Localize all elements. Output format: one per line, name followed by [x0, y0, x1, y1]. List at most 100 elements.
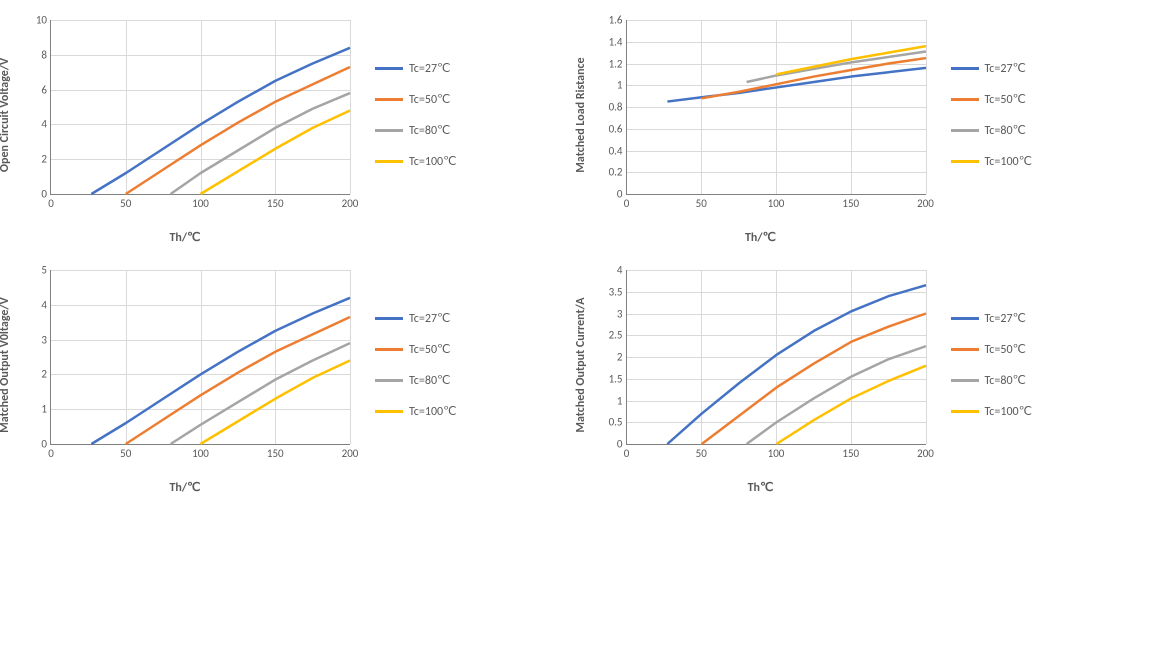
tick-x: 100	[768, 444, 785, 460]
series-line	[171, 93, 350, 194]
tick-y: 5	[41, 264, 51, 277]
legend-line-icon	[375, 348, 403, 351]
tick-x: 0	[624, 444, 630, 460]
plot-area: 0246810050100150200	[50, 20, 350, 195]
gridline-v	[350, 20, 351, 194]
legend-item: Tc=100℃	[951, 154, 1033, 169]
legend-line-icon	[951, 410, 979, 413]
chart-lines	[627, 270, 926, 444]
legend: Tc=27℃ Tc=50℃ Tc=80℃ Tc=100℃	[375, 61, 457, 169]
legend-item: Tc=50℃	[951, 92, 1033, 107]
legend-label: Tc=100℃	[985, 154, 1033, 169]
tick-y: 3.5	[609, 285, 627, 298]
legend-label: Tc=100℃	[985, 404, 1033, 419]
tick-x: 0	[48, 194, 54, 210]
tick-y: 2.5	[609, 329, 627, 342]
legend-label: Tc=27℃	[985, 61, 1027, 76]
tick-x: 100	[192, 194, 209, 210]
legend: Tc=27℃ Tc=50℃ Tc=80℃ Tc=100℃	[951, 61, 1033, 169]
legend-label: Tc=50℃	[985, 92, 1027, 107]
legend-label: Tc=50℃	[409, 92, 451, 107]
legend-item: Tc=100℃	[375, 154, 457, 169]
legend-line-icon	[951, 379, 979, 382]
tick-y: 2	[617, 351, 627, 364]
chart-lines	[51, 20, 350, 194]
tick-y: 1.5	[609, 372, 627, 385]
legend-line-icon	[375, 67, 403, 70]
legend-line-icon	[951, 348, 979, 351]
tick-y: 1.2	[609, 57, 627, 70]
tick-x: 50	[120, 194, 131, 210]
legend-line-icon	[375, 160, 403, 163]
legend-label: Tc=100℃	[409, 404, 457, 419]
tick-x: 100	[192, 444, 209, 460]
legend-label: Tc=27℃	[985, 311, 1027, 326]
tick-y: 1.4	[609, 35, 627, 48]
tick-x: 150	[842, 194, 859, 210]
tick-y: 1	[617, 394, 627, 407]
tick-x: 150	[267, 444, 284, 460]
tick-x: 200	[917, 194, 934, 210]
series-line	[667, 285, 926, 444]
chart-container: Matched Load RistanceTh/℃00.20.40.60.811…	[591, 15, 931, 215]
tick-x: 200	[917, 444, 934, 460]
legend-label: Tc=80℃	[409, 373, 451, 388]
tick-y: 0.6	[609, 122, 627, 135]
y-axis-label: Open Circuit Voltage/V	[0, 58, 12, 172]
chart-container: Matched Output V0ltage/VTh/℃012345050100…	[15, 265, 355, 465]
series-line	[171, 343, 350, 444]
series-line	[701, 58, 925, 98]
legend-line-icon	[951, 317, 979, 320]
chart-matched-output-current: Matched Output Current/ATh℃00.511.522.53…	[591, 265, 1137, 465]
tick-y: 10	[36, 14, 51, 27]
y-axis-label: Matched Output V0ltage/V	[0, 297, 12, 432]
gridline-v	[926, 270, 927, 444]
tick-y: 3	[41, 333, 51, 346]
legend-item: Tc=80℃	[951, 373, 1033, 388]
tick-y: 3	[617, 307, 627, 320]
chart-open-circuit-voltage: Open Circuit Voltage/VTh/℃02468100501001…	[15, 15, 561, 215]
tick-x: 50	[120, 444, 131, 460]
legend-item: Tc=27℃	[951, 61, 1033, 76]
y-axis-label: Matched Output Current/A	[574, 297, 588, 432]
legend-line-icon	[375, 379, 403, 382]
chart-matched-output-voltage: Matched Output V0ltage/VTh/℃012345050100…	[15, 265, 561, 465]
x-axis-label: Th/℃	[169, 230, 200, 245]
tick-x: 150	[842, 444, 859, 460]
series-line	[746, 52, 925, 82]
tick-y: 0.8	[609, 101, 627, 114]
legend-item: Tc=100℃	[375, 404, 457, 419]
tick-y: 2	[41, 153, 51, 166]
plot-area: 012345050100150200	[50, 270, 350, 445]
chart-container: Matched Output Current/ATh℃00.511.522.53…	[591, 265, 931, 465]
legend-item: Tc=80℃	[951, 123, 1033, 138]
legend-line-icon	[375, 98, 403, 101]
tick-x: 50	[696, 194, 707, 210]
chart-grid: Open Circuit Voltage/VTh/℃02468100501001…	[15, 15, 1136, 465]
legend-line-icon	[951, 67, 979, 70]
legend-label: Tc=80℃	[985, 373, 1027, 388]
legend: Tc=27℃Tc=50℃Tc=80℃Tc=100℃	[375, 311, 457, 419]
legend-item: Tc=50℃	[375, 342, 457, 357]
legend-label: Tc=100℃	[409, 154, 457, 169]
legend-line-icon	[951, 160, 979, 163]
tick-x: 0	[624, 194, 630, 210]
plot-area: 00.511.522.533.54050100150200	[626, 270, 926, 445]
y-axis-label: Matched Load Ristance	[574, 57, 588, 172]
legend-item: Tc=27℃	[375, 61, 457, 76]
x-axis-label: Th/℃	[169, 480, 200, 495]
legend-line-icon	[951, 98, 979, 101]
legend-item: Tc=100℃	[951, 404, 1033, 419]
chart-lines	[627, 20, 926, 194]
chart-matched-load-resistance: Matched Load RistanceTh/℃00.20.40.60.811…	[591, 15, 1137, 215]
legend: Tc=27℃Tc=50℃Tc=80℃Tc=100℃	[951, 311, 1033, 419]
tick-y: 0.4	[609, 144, 627, 157]
tick-y: 4	[41, 298, 51, 311]
tick-x: 150	[267, 194, 284, 210]
legend-label: Tc=80℃	[985, 123, 1027, 138]
tick-y: 4	[41, 118, 51, 131]
plot-area: 00.20.40.60.811.21.41.6050100150200	[626, 20, 926, 195]
series-line	[201, 110, 351, 194]
legend-item: Tc=80℃	[375, 123, 457, 138]
legend-line-icon	[375, 317, 403, 320]
